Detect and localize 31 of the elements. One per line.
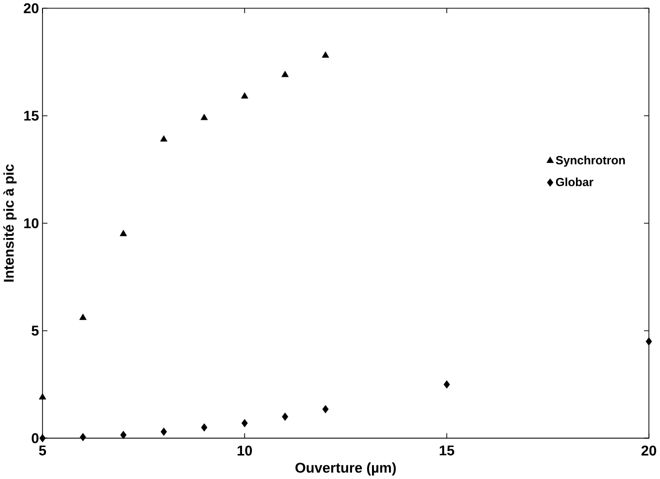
y-tick-label: 10	[24, 218, 38, 228]
y-tick-label: 20	[24, 3, 38, 14]
y-tick-label: 15	[24, 110, 39, 121]
point	[38, 393, 46, 400]
point	[201, 423, 208, 432]
point	[200, 114, 208, 120]
point	[79, 314, 87, 320]
y-tick-label: 5	[32, 326, 39, 336]
point	[281, 70, 289, 78]
point	[646, 337, 652, 346]
point	[241, 92, 248, 99]
point	[241, 419, 248, 428]
point	[160, 135, 168, 142]
point	[39, 434, 46, 442]
point	[80, 433, 86, 442]
point	[120, 430, 127, 440]
point	[160, 428, 167, 436]
legend-label: Synchrotron	[556, 156, 625, 167]
x-tick-label: 15	[440, 446, 454, 456]
point	[322, 52, 330, 58]
x-tick-label: 5	[39, 446, 46, 456]
point	[282, 412, 288, 421]
y-tick-label: 0	[32, 433, 38, 444]
point	[444, 380, 450, 389]
y-axis-title: Intensité pic à pic	[3, 164, 17, 282]
x-tick-label: 10	[238, 446, 252, 456]
point	[322, 405, 329, 414]
x-axis-title: Ouverture (µm)	[295, 462, 396, 476]
legend-label: Globar	[556, 178, 594, 186]
x-tick-label: 20	[641, 446, 656, 456]
point	[120, 230, 127, 236]
